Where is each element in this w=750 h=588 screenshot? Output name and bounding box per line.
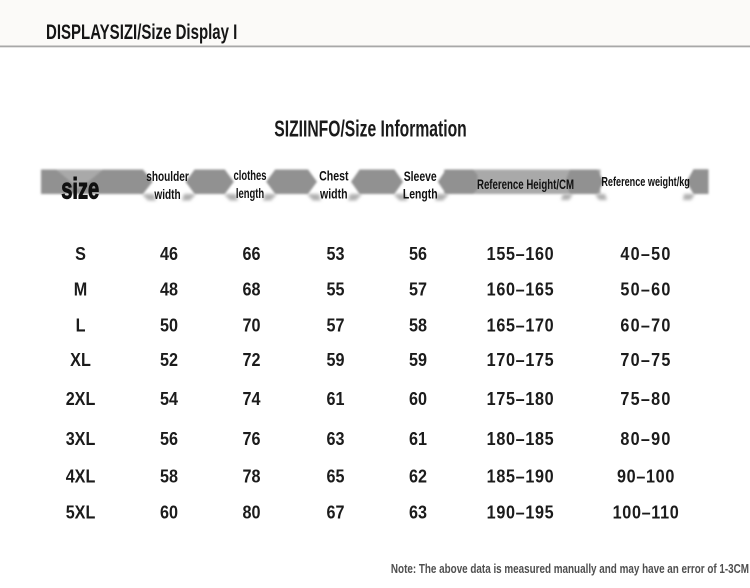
svg-text:76: 76 (243, 428, 261, 449)
svg-text:Chest: Chest (319, 168, 348, 184)
svg-text:68: 68 (243, 279, 261, 300)
svg-text:58: 58 (409, 315, 427, 336)
svg-text:61: 61 (409, 428, 427, 449)
svg-text:S: S (75, 243, 86, 264)
svg-text:shoulder: shoulder (146, 169, 189, 185)
svg-text:70: 70 (243, 315, 261, 336)
svg-text:160–165: 160–165 (487, 279, 555, 300)
svg-text:L: L (76, 315, 86, 336)
svg-text:90–100: 90–100 (617, 465, 675, 486)
svg-text:M: M (74, 279, 87, 300)
svg-text:190–195: 190–195 (487, 502, 555, 523)
svg-text:63: 63 (409, 502, 427, 523)
svg-text:57: 57 (409, 279, 427, 300)
svg-text:100–110: 100–110 (613, 502, 680, 523)
svg-text:80–90: 80–90 (620, 428, 671, 449)
svg-text:58: 58 (160, 465, 178, 486)
svg-text:width: width (154, 186, 181, 202)
svg-text:4XL: 4XL (66, 465, 96, 486)
svg-text:75–80: 75–80 (620, 388, 671, 409)
svg-text:74: 74 (243, 388, 261, 409)
svg-text:56: 56 (409, 243, 427, 264)
svg-text:61: 61 (327, 388, 345, 409)
svg-text:170–175: 170–175 (487, 349, 555, 370)
svg-text:48: 48 (160, 279, 178, 300)
svg-text:66: 66 (243, 243, 261, 264)
svg-text:185–190: 185–190 (487, 465, 555, 486)
svg-text:40–50: 40–50 (620, 243, 671, 264)
svg-text:46: 46 (160, 243, 178, 264)
svg-text:72: 72 (243, 349, 261, 370)
svg-text:59: 59 (327, 349, 345, 370)
svg-text:50: 50 (160, 315, 178, 336)
svg-text:2XL: 2XL (66, 388, 96, 409)
svg-text:65: 65 (327, 465, 345, 486)
svg-text:78: 78 (243, 465, 261, 486)
svg-text:55: 55 (327, 279, 345, 300)
svg-text:60–70: 60–70 (620, 315, 671, 336)
svg-text:Reference weight/kg: Reference weight/kg (601, 176, 690, 190)
svg-text:62: 62 (409, 465, 427, 486)
svg-text:length: length (236, 186, 264, 201)
svg-text:Sleeve: Sleeve (404, 169, 437, 185)
svg-text:60: 60 (160, 502, 178, 523)
svg-text:56: 56 (160, 428, 178, 449)
svg-text:63: 63 (327, 428, 345, 449)
svg-text:165–170: 165–170 (487, 315, 555, 336)
svg-text:53: 53 (327, 243, 345, 264)
svg-text:5XL: 5XL (66, 502, 96, 523)
svg-text:70–75: 70–75 (620, 349, 671, 370)
svg-text:155–160: 155–160 (487, 243, 555, 264)
svg-text:XL: XL (70, 349, 91, 370)
svg-text:Length: Length (403, 186, 438, 202)
svg-text:59: 59 (409, 349, 427, 370)
svg-text:3XL: 3XL (66, 428, 96, 449)
svg-text:Note: The above data is measur: Note: The above data is measured manuall… (391, 563, 749, 577)
svg-text:54: 54 (160, 388, 178, 409)
svg-text:175–180: 175–180 (487, 388, 555, 409)
svg-text:52: 52 (160, 349, 178, 370)
svg-text:Reference Height/CM: Reference Height/CM (477, 176, 574, 192)
svg-text:50–60: 50–60 (620, 279, 671, 300)
svg-text:clothes: clothes (233, 168, 266, 183)
svg-text:DISPLAYSIZI/Size Display I: DISPLAYSIZI/Size Display I (46, 19, 237, 43)
svg-text:60: 60 (409, 388, 427, 409)
svg-text:80: 80 (243, 502, 261, 523)
svg-text:180–185: 180–185 (487, 428, 555, 449)
svg-text:width: width (319, 186, 347, 202)
svg-text:size: size (61, 172, 99, 205)
svg-text:SIZIINFO/Size Information: SIZIINFO/Size Information (274, 116, 466, 142)
svg-text:67: 67 (327, 502, 345, 523)
svg-text:57: 57 (327, 315, 345, 336)
